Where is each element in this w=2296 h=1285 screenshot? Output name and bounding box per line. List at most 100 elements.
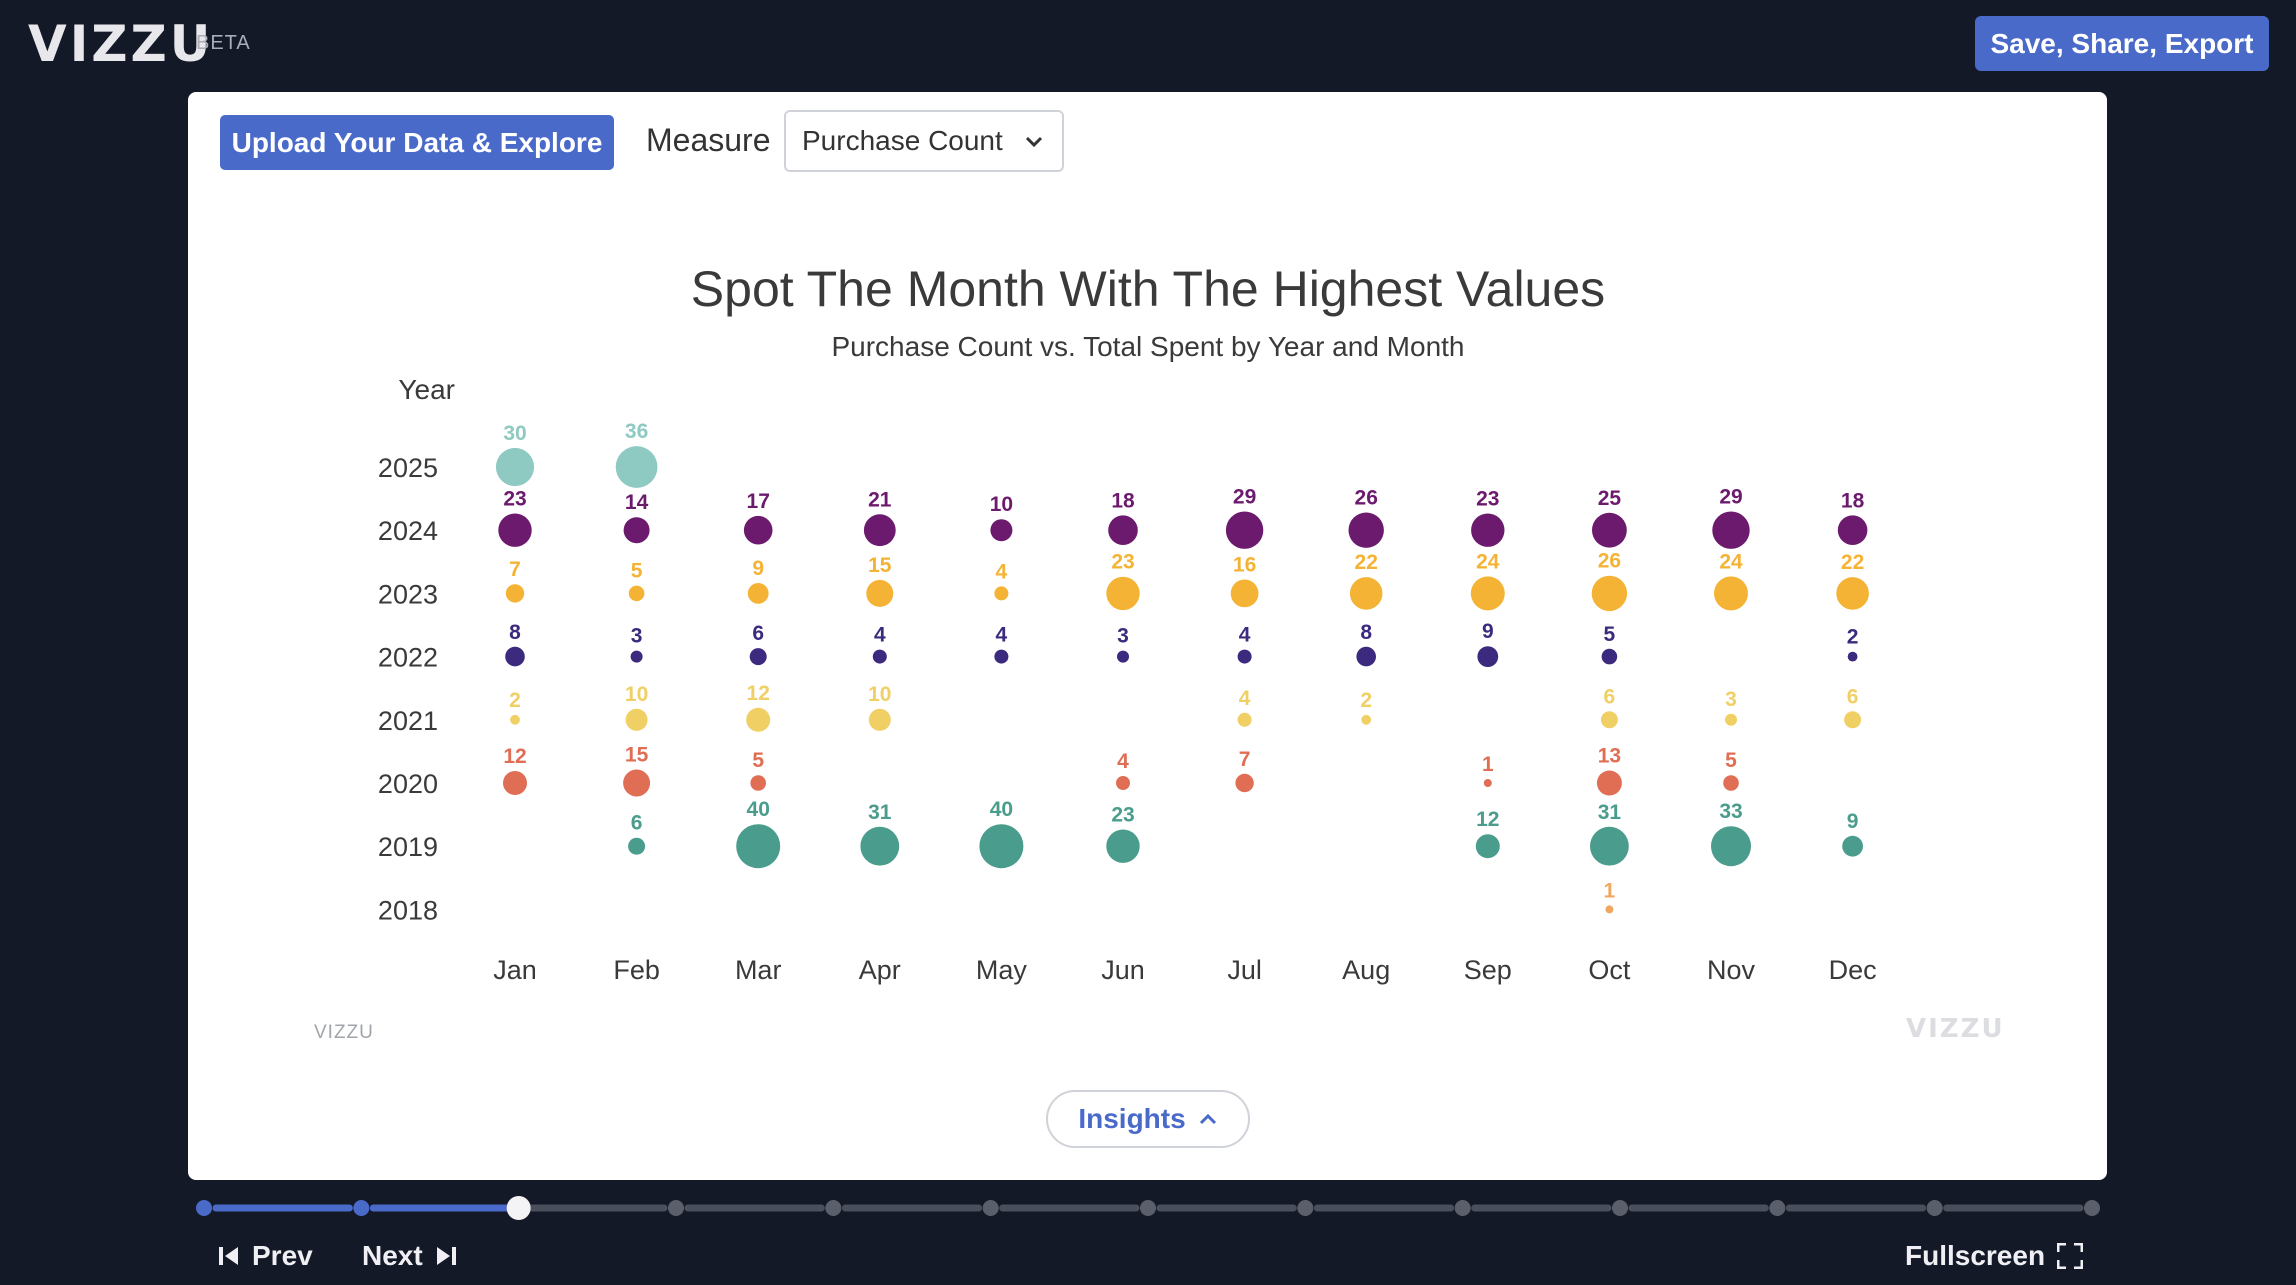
beta-badge: BETA: [196, 32, 251, 54]
data-point: [623, 517, 650, 544]
y-tick-label: 2022: [378, 643, 438, 673]
upload-data-button[interactable]: Upload Your Data & Explore: [220, 115, 614, 170]
data-point: [1470, 576, 1505, 611]
data-point: [628, 837, 646, 855]
data-label: 6: [631, 812, 643, 835]
progress-dot[interactable]: [1926, 1200, 1943, 1216]
data-label: 21: [868, 488, 892, 511]
data-label: 7: [1239, 748, 1251, 771]
data-point: [1237, 649, 1252, 664]
data-label: 30: [503, 422, 526, 445]
data-point: [1117, 650, 1129, 663]
data-point: [503, 771, 527, 795]
data-label: 18: [1111, 489, 1135, 512]
watermark-left: VIZZU: [314, 1022, 374, 1043]
data-label: 2: [1847, 626, 1859, 649]
data-label: 23: [1111, 804, 1134, 827]
data-point: [1106, 829, 1140, 863]
save-share-export-button[interactable]: Save, Share, Export: [1975, 16, 2269, 71]
data-label: 6: [1604, 685, 1616, 708]
watermark-right: VIZZU: [1906, 1014, 2005, 1044]
data-point: [1847, 651, 1858, 662]
data-label: 22: [1841, 551, 1864, 574]
data-label: 9: [1847, 810, 1859, 833]
data-point: [1225, 511, 1264, 549]
data-point: [628, 585, 645, 602]
data-point: [1605, 905, 1614, 914]
data-label: 9: [752, 557, 764, 580]
data-point: [1842, 835, 1863, 857]
data-point: [1601, 648, 1618, 665]
progress-dot[interactable]: [196, 1200, 212, 1216]
bubble-chart: Spot The Month With The Highest Values Pu…: [378, 261, 1877, 992]
data-point: [1591, 575, 1628, 612]
prev-button[interactable]: Prev: [218, 1236, 313, 1276]
progress-dot[interactable]: [982, 1200, 999, 1216]
x-tick-label: Mar: [735, 955, 782, 985]
progress-dot[interactable]: [353, 1200, 370, 1216]
prev-label: Prev: [252, 1240, 313, 1271]
data-label: 17: [747, 490, 770, 513]
fullscreen-icon: [2057, 1243, 2084, 1269]
data-label: 5: [1604, 623, 1616, 646]
skip-back-icon: [219, 1247, 238, 1265]
chevron-up-icon: [1199, 1113, 1216, 1125]
insights-button[interactable]: Insights: [1046, 1090, 1250, 1148]
data-point: [746, 707, 771, 732]
data-point: [866, 579, 894, 607]
data-label: 36: [625, 420, 648, 443]
progress-dot[interactable]: [2084, 1200, 2100, 1216]
x-tick-label: Nov: [1707, 955, 1756, 985]
data-point: [1475, 834, 1500, 859]
data-point: [498, 513, 532, 547]
progress-dot[interactable]: [1140, 1200, 1156, 1216]
data-point: [1106, 576, 1140, 611]
measure-select[interactable]: Purchase Count: [784, 110, 1064, 172]
data-point: [747, 583, 769, 604]
x-tick-label: Aug: [1342, 955, 1390, 985]
data-point: [495, 447, 535, 487]
progress-dot[interactable]: [1297, 1200, 1314, 1216]
progress-dot[interactable]: [1769, 1200, 1786, 1216]
data-label: 12: [503, 745, 526, 768]
data-label: 31: [868, 801, 892, 824]
data-point: [1836, 577, 1869, 610]
data-point: [979, 824, 1024, 869]
data-point: [1483, 779, 1492, 787]
next-label: Next: [362, 1240, 423, 1271]
step-progress-bar[interactable]: [0, 1190, 2296, 1220]
data-label: 24: [1476, 550, 1500, 573]
progress-dot[interactable]: [825, 1200, 842, 1216]
fullscreen-button[interactable]: Fullscreen: [1905, 1236, 2084, 1276]
data-label: 40: [747, 798, 770, 821]
data-label: 6: [1847, 685, 1859, 708]
logo-text: VIZZU: [28, 15, 214, 73]
y-tick-label: 2024: [378, 516, 438, 546]
data-point: [1116, 776, 1130, 790]
x-tick-label: Jan: [493, 955, 537, 985]
data-label: 7: [509, 558, 521, 581]
data-label: 4: [1239, 624, 1251, 647]
data-point: [1230, 579, 1259, 608]
data-point: [625, 708, 648, 731]
data-point: [1349, 577, 1383, 610]
data-point: [990, 519, 1013, 542]
data-point: [1844, 711, 1862, 729]
data-label: 10: [990, 493, 1013, 516]
data-point: [1348, 512, 1384, 548]
data-point: [736, 824, 781, 869]
x-tick-label: Oct: [1588, 955, 1631, 985]
data-label: 12: [747, 682, 770, 705]
data-label: 23: [1111, 551, 1134, 574]
progress-dot[interactable]: [1454, 1200, 1471, 1216]
next-button[interactable]: Next: [362, 1236, 457, 1276]
x-tick-label: Jul: [1227, 955, 1262, 985]
data-label: 29: [1233, 485, 1256, 508]
progress-dot[interactable]: [1612, 1200, 1628, 1216]
progress-current-dot[interactable]: [506, 1196, 531, 1220]
progress-dot[interactable]: [668, 1200, 684, 1216]
fullscreen-label: Fullscreen: [1905, 1240, 2046, 1271]
data-label: 10: [625, 683, 648, 706]
data-point: [868, 708, 891, 731]
chart-subtitle: Purchase Count vs. Total Spent by Year a…: [831, 331, 1464, 362]
